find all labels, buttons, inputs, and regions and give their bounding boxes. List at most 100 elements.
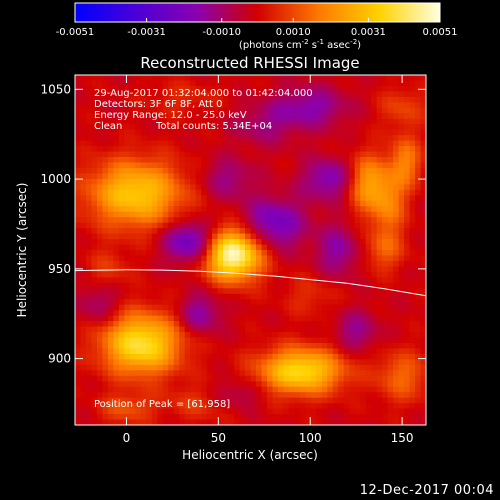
heatmap-cell xyxy=(146,293,153,300)
heatmap-cell xyxy=(168,239,175,246)
heatmap-cell xyxy=(245,255,252,262)
heatmap-cell xyxy=(75,414,82,421)
heatmap-cell xyxy=(310,408,317,415)
heatmap-cell xyxy=(310,91,317,98)
heatmap-cell xyxy=(294,271,301,278)
heatmap-cell xyxy=(360,211,367,218)
heatmap-cell xyxy=(234,217,241,224)
heatmap-cell xyxy=(305,370,312,377)
heatmap-cell xyxy=(96,315,104,322)
heatmap-cell xyxy=(272,140,279,147)
heatmap-cell xyxy=(332,353,339,360)
heatmap-cell xyxy=(415,135,422,142)
heatmap-cell xyxy=(398,228,405,235)
heatmap-cell xyxy=(288,293,295,300)
heatmap-cell xyxy=(151,96,158,103)
heatmap-cell xyxy=(173,293,180,300)
heatmap-cell xyxy=(80,408,87,415)
heatmap-cell xyxy=(305,189,312,196)
heatmap-cell xyxy=(277,222,284,229)
heatmap-cell xyxy=(75,250,82,257)
heatmap-cell xyxy=(80,266,87,273)
heatmap-cell xyxy=(113,332,120,339)
heatmap-cell xyxy=(316,195,323,202)
heatmap-cell xyxy=(376,244,383,251)
heatmap-cell xyxy=(168,326,175,333)
heatmap-cell xyxy=(201,157,208,164)
heatmap-cell xyxy=(349,173,356,180)
heatmap-cell xyxy=(102,255,109,262)
heatmap-cell xyxy=(118,332,125,339)
heatmap-cell xyxy=(327,91,334,98)
heatmap-cell xyxy=(305,375,312,382)
heatmap-cell xyxy=(299,392,306,399)
heatmap-cell xyxy=(85,233,93,240)
heatmap-cell xyxy=(338,211,345,218)
heatmap-cell xyxy=(228,228,235,235)
heatmap-cell xyxy=(201,293,208,300)
heatmap-cell xyxy=(228,222,235,229)
heatmap-cell xyxy=(415,200,422,207)
heatmap-cell xyxy=(228,397,235,404)
heatmap-cell xyxy=(343,260,350,268)
heatmap-cell xyxy=(360,271,367,278)
heatmap-cell xyxy=(96,332,104,339)
heatmap-cell xyxy=(338,96,345,103)
heatmap-cell xyxy=(332,96,339,103)
heatmap-cell xyxy=(75,266,82,273)
heatmap-cell xyxy=(283,173,290,180)
heatmap-cell xyxy=(173,370,180,377)
heatmap-cell xyxy=(261,135,268,142)
heatmap-cell xyxy=(151,364,158,371)
heatmap-cell xyxy=(316,211,323,218)
heatmap-cell xyxy=(239,386,246,393)
heatmap-cell xyxy=(223,271,230,278)
y-tick-label: 1000 xyxy=(40,172,71,186)
heatmap-cell xyxy=(146,392,153,399)
heatmap-cell xyxy=(146,184,153,191)
heatmap-cell xyxy=(217,260,224,268)
heatmap-cell xyxy=(332,184,339,191)
heatmap-cell xyxy=(376,233,383,240)
heatmap-cell xyxy=(349,293,356,300)
heatmap-cell xyxy=(212,271,219,278)
heatmap-cell xyxy=(382,178,389,185)
heatmap-cell xyxy=(393,233,400,240)
heatmap-cell xyxy=(299,129,306,136)
heatmap-cell xyxy=(382,332,389,339)
heatmap-cell xyxy=(288,157,295,164)
heatmap-cell xyxy=(387,392,394,399)
heatmap-cell xyxy=(140,217,147,224)
heatmap-cell xyxy=(365,233,372,240)
heatmap-cell xyxy=(107,146,114,153)
heatmap-cell xyxy=(184,75,191,82)
heatmap-cell xyxy=(294,80,301,87)
heatmap-cell xyxy=(85,414,93,421)
heatmap-cell xyxy=(409,173,416,180)
heatmap-cell xyxy=(212,107,219,114)
heatmap-cell xyxy=(206,386,213,393)
heatmap-cell xyxy=(212,239,219,246)
heatmap-cell xyxy=(107,321,114,328)
heatmap-cell xyxy=(146,140,153,147)
heatmap-cell xyxy=(316,244,323,251)
heatmap-cell xyxy=(382,277,389,284)
heatmap-cell xyxy=(96,321,104,328)
heatmap-cell xyxy=(162,342,169,350)
heatmap-cell xyxy=(338,397,345,404)
heatmap-cell xyxy=(299,146,306,153)
heatmap-cell xyxy=(96,299,104,306)
heatmap-cell xyxy=(168,118,175,125)
heatmap-cell xyxy=(255,315,263,322)
heatmap-cell xyxy=(332,375,339,382)
heatmap-cell xyxy=(162,288,169,295)
heatmap-cell xyxy=(239,403,246,410)
heatmap-cell xyxy=(349,222,356,229)
heatmap-cell xyxy=(157,184,164,191)
heatmap-cell xyxy=(343,288,350,295)
heatmap-cell xyxy=(376,151,383,158)
heatmap-cell xyxy=(201,217,208,224)
heatmap-cell xyxy=(409,293,416,300)
heatmap-cell xyxy=(387,151,394,158)
heatmap-cell xyxy=(316,200,323,207)
